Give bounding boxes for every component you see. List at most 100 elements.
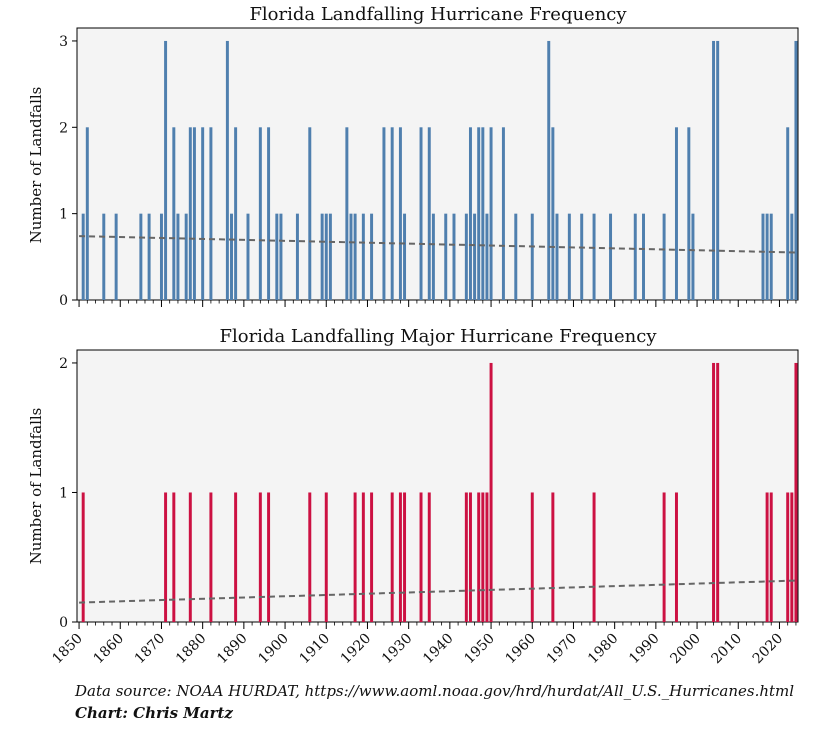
bar-1921 [370, 492, 374, 622]
bar-2004 [712, 40, 716, 300]
bar-1880 [201, 127, 205, 300]
bar-1903 [295, 213, 299, 300]
y-tick-label: 0 [59, 615, 68, 631]
bar-1896 [267, 492, 271, 622]
bar-1941 [452, 213, 456, 300]
bar-1891 [246, 213, 250, 300]
x-tick-label: 1860 [91, 631, 128, 668]
bar-1917 [353, 492, 357, 622]
bar-1935 [427, 492, 431, 622]
bar-1886 [225, 40, 229, 300]
bar-1964 [547, 40, 551, 300]
chart-title: Florida Landfalling Major Hurricane Freq… [219, 326, 657, 347]
bar-2017 [765, 492, 769, 622]
bar-1945 [468, 127, 472, 300]
bar-1975 [592, 492, 596, 622]
bar-1987 [642, 213, 645, 300]
bar-1939 [444, 213, 448, 300]
bar-1887 [230, 213, 233, 300]
x-tick-label: 1940 [420, 631, 457, 668]
bar-1956 [514, 213, 518, 300]
bar-1899 [279, 213, 283, 300]
bar-1894 [258, 127, 262, 300]
bar-1926 [390, 127, 394, 300]
bar-1856 [102, 213, 106, 300]
bar-1871 [164, 492, 168, 622]
chart-title: Florida Landfalling Hurricane Frequency [249, 4, 627, 25]
x-tick-label: 1900 [255, 631, 292, 668]
bar-1852 [85, 127, 89, 300]
bar-1949 [485, 492, 489, 622]
bar-1945 [468, 492, 472, 622]
bar-1896 [267, 127, 271, 300]
x-tick-label: 1910 [297, 631, 334, 668]
bar-1960 [530, 492, 534, 622]
bar-1928 [398, 492, 402, 622]
bar-1878 [192, 127, 196, 300]
bar-2023 [790, 492, 794, 622]
x-tick-label: 1990 [626, 631, 663, 668]
plot-area [76, 349, 799, 623]
bar-2018 [769, 492, 773, 622]
bar-1972 [580, 213, 584, 300]
bar-1870 [159, 213, 163, 300]
bar-1859 [114, 213, 118, 300]
bar-2016 [761, 213, 765, 300]
bar-1877 [188, 127, 192, 300]
bar-1947 [477, 492, 481, 622]
bar-1915 [345, 127, 349, 300]
bar-2024 [794, 362, 798, 622]
bar-1851 [81, 213, 85, 300]
y-axis-label: Number of Landfalls [27, 408, 45, 565]
bar-1947 [477, 127, 481, 300]
data-source-note: Data source: NOAA HURDAT, https://www.ao… [75, 682, 795, 700]
bar-1933 [419, 127, 423, 300]
bar-1933 [419, 492, 423, 622]
bar-1873 [172, 492, 176, 622]
bar-1916 [349, 213, 353, 300]
bar-1948 [481, 492, 485, 622]
bar-1965 [551, 492, 555, 622]
bar-1882 [209, 127, 213, 300]
bar-1944 [464, 492, 468, 622]
bar-1995 [674, 492, 678, 622]
chart-credit: Chart: Chris Martz [75, 704, 233, 722]
bar-1867 [147, 213, 151, 300]
bar-1910 [324, 492, 328, 622]
bar-1894 [258, 492, 262, 622]
x-tick-label: 2020 [750, 631, 787, 668]
bar-1876 [184, 213, 188, 300]
bar-1929 [403, 492, 407, 622]
y-tick-label: 1 [59, 207, 68, 223]
bar-1919 [361, 213, 365, 300]
x-tick-label: 1980 [585, 631, 622, 668]
bar-1926 [390, 492, 394, 622]
bar-1851 [81, 492, 85, 622]
bar-2023 [790, 213, 794, 300]
bar-1960 [530, 213, 534, 300]
bar-2005 [716, 362, 720, 622]
bar-1966 [555, 213, 559, 300]
bar-2018 [769, 213, 773, 300]
x-tick-label: 2010 [709, 631, 746, 668]
hurricane-frequency-panel: Florida Landfalling Hurricane Frequency … [27, 4, 799, 309]
y-tick-label: 1 [59, 485, 68, 501]
bar-1924 [382, 127, 386, 300]
major-hurricane-frequency-panel: Florida Landfalling Major Hurricane Freq… [27, 326, 799, 668]
bar-1944 [464, 213, 468, 300]
bar-1965 [551, 127, 555, 300]
bar-1865 [139, 213, 143, 300]
bar-1948 [481, 127, 485, 300]
bar-1998 [687, 127, 691, 300]
bar-1929 [403, 213, 407, 300]
x-tick-label: 1870 [132, 631, 169, 668]
bar-1992 [662, 492, 666, 622]
x-tick-label: 1880 [173, 631, 210, 668]
y-tick-label: 2 [59, 356, 68, 372]
bar-1950 [489, 362, 493, 622]
bar-1874 [176, 213, 180, 300]
bar-1906 [308, 127, 312, 300]
bar-1928 [398, 127, 402, 300]
y-axis-label: Number of Landfalls [27, 87, 45, 244]
bar-1992 [662, 213, 666, 300]
